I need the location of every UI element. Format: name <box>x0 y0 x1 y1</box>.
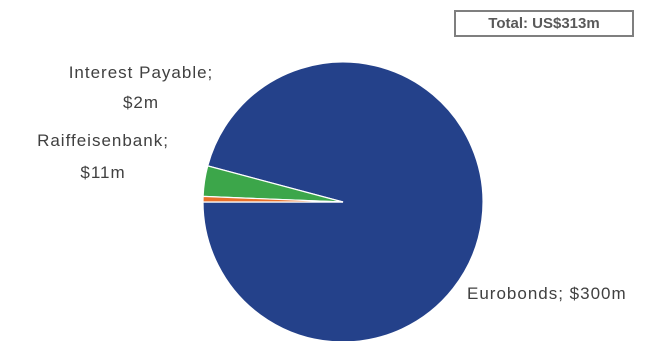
data-label-raiffeisenbank: Raiffeisenbank; $11m <box>37 131 169 182</box>
data-label-eurobonds: Eurobonds; $300m <box>467 284 627 303</box>
total-label: Total: US$313m <box>488 15 600 32</box>
data-label-interest-payable: Interest Payable; $2m <box>69 63 214 112</box>
total-label-box: Total: US$313m <box>454 10 634 37</box>
pie-slice-interest-payable <box>202 195 344 203</box>
